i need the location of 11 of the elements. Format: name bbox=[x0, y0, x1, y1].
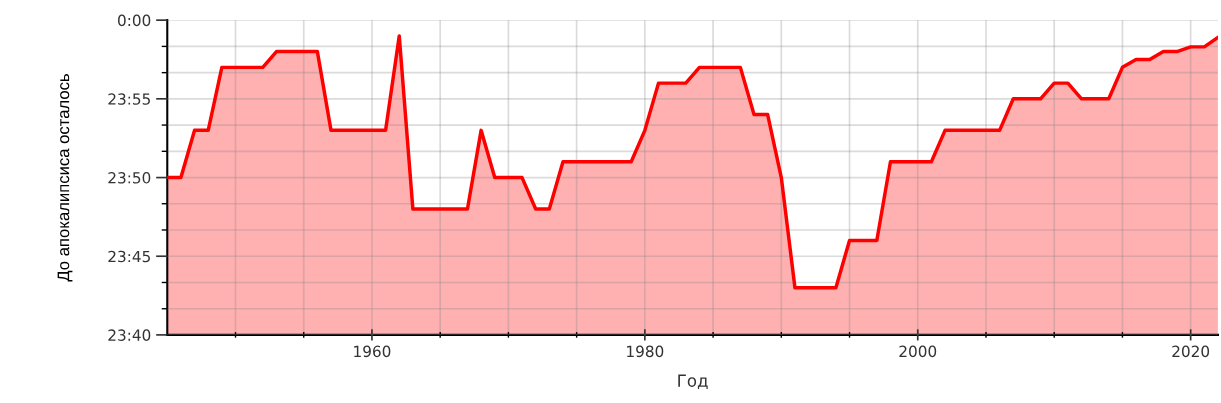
x-tick-label: 2020 bbox=[1172, 345, 1210, 358]
y-tick-label: 23:55 bbox=[108, 93, 150, 105]
y-tick-label: 23:45 bbox=[108, 250, 150, 263]
y-tick-label: 23:40 bbox=[108, 329, 151, 341]
y-axis-title: До апокалипсиса осталось bbox=[57, 74, 73, 282]
x-tick-label: 1960 bbox=[354, 345, 391, 358]
x-tick-label: 2000 bbox=[899, 345, 937, 358]
y-tick-label: 23:50 bbox=[108, 172, 151, 184]
x-tick-label: 1980 bbox=[627, 345, 664, 358]
y-tick-label: 0:00 bbox=[118, 14, 151, 27]
x-axis-title: Год bbox=[678, 374, 708, 389]
